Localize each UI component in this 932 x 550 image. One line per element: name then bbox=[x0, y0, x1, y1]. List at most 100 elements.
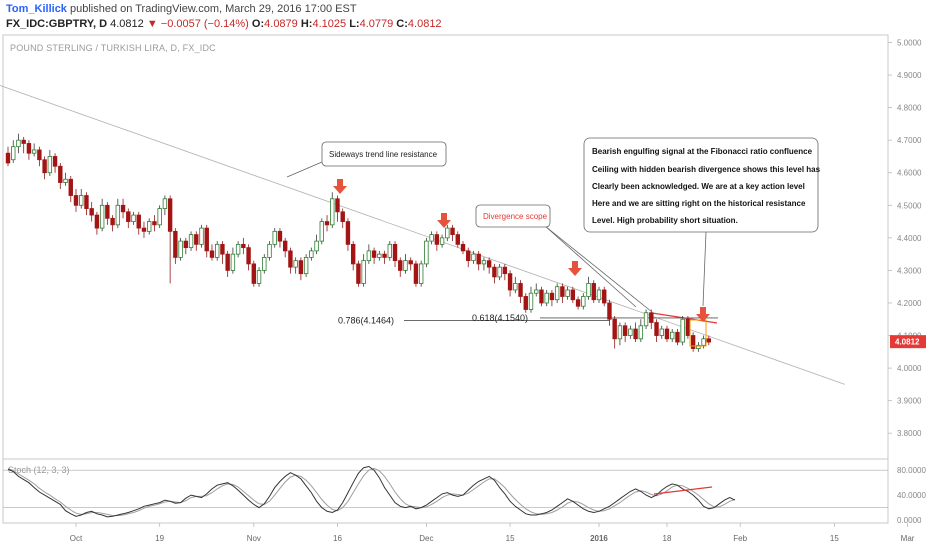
candle-up bbox=[628, 328, 633, 336]
stoch-divergence-line bbox=[653, 486, 713, 495]
candle-down bbox=[120, 204, 126, 213]
candle-down bbox=[136, 214, 141, 229]
arrow-markers bbox=[333, 179, 710, 322]
candle-down bbox=[398, 260, 403, 271]
candle-down bbox=[591, 283, 596, 301]
time-tick-label: Mar bbox=[901, 534, 915, 543]
candle-down bbox=[413, 263, 419, 284]
candle-up bbox=[544, 292, 549, 304]
candle-up bbox=[659, 328, 664, 336]
candle-up bbox=[235, 243, 241, 255]
time-tick-label: Oct bbox=[70, 534, 83, 543]
candle-down bbox=[52, 156, 58, 167]
change-value: ▼ −0.0057 (−0.14%) bbox=[146, 18, 249, 30]
candle-up bbox=[79, 195, 84, 206]
trend-callout-text: Sideways trend line resistance bbox=[329, 150, 438, 159]
candle-up bbox=[471, 253, 476, 262]
candle-up bbox=[31, 149, 37, 154]
candle-down bbox=[225, 253, 230, 271]
candle-up bbox=[445, 227, 450, 239]
candle-down bbox=[335, 198, 340, 213]
candle-down bbox=[84, 195, 89, 209]
price-tick-label: 4.2000 bbox=[897, 299, 922, 308]
fib-618-label: 0.618(4.1540) bbox=[472, 313, 528, 323]
price-tag-background bbox=[890, 335, 926, 349]
candle-down bbox=[371, 250, 377, 258]
publish-line: Tom_Killick published on TradingView.com… bbox=[6, 3, 357, 15]
candle-down bbox=[209, 250, 215, 258]
divergence-callout[interactable]: Divergence scope bbox=[475, 204, 653, 313]
trend-line[interactable] bbox=[0, 73, 845, 385]
candle-up bbox=[319, 221, 324, 242]
price-tick-label: 4.6000 bbox=[897, 169, 922, 178]
candle-down bbox=[549, 292, 555, 301]
candle-down bbox=[5, 152, 11, 164]
candle-down bbox=[340, 211, 345, 222]
time-tick-label: 16 bbox=[333, 534, 342, 543]
candle-up bbox=[157, 208, 162, 226]
callout-box bbox=[321, 141, 447, 167]
callout-pointer bbox=[544, 225, 653, 313]
candle-down bbox=[220, 243, 225, 255]
price-chart[interactable]: POUND STERLING / TURKISH LIRA, D, FX_IDC… bbox=[0, 34, 932, 550]
low-label: L: bbox=[349, 18, 360, 30]
candle-down bbox=[204, 227, 209, 252]
time-tick-label: 18 bbox=[663, 534, 672, 543]
callout-box bbox=[475, 204, 551, 228]
analysis-callout[interactable]: Bearish engulfing signal at the Fibonacc… bbox=[583, 137, 821, 307]
candle-down bbox=[539, 289, 544, 304]
candle-down bbox=[408, 260, 413, 265]
candle-down bbox=[89, 208, 94, 216]
candle-up bbox=[178, 240, 183, 258]
analysis-line-3: Clearly been acknowledged. We are at a k… bbox=[592, 182, 805, 191]
candle-down bbox=[685, 318, 691, 336]
candle-up bbox=[330, 198, 335, 226]
price-tick-label: 5.0000 bbox=[897, 39, 922, 48]
candle-down bbox=[602, 289, 607, 304]
candle-up bbox=[314, 240, 319, 252]
candle-up bbox=[528, 292, 534, 310]
down-arrow-icon bbox=[696, 307, 710, 322]
fib-786-label: 0.786(4.1464) bbox=[338, 315, 394, 325]
last-price: 4.0812 bbox=[110, 18, 144, 30]
trend-callout[interactable]: Sideways trend line resistance bbox=[286, 141, 447, 178]
price-tick-label: 4.8000 bbox=[897, 104, 922, 113]
time-tick-label: Feb bbox=[733, 534, 747, 543]
stoch-tick-label: 40.0000 bbox=[897, 491, 926, 500]
candle-up bbox=[617, 325, 623, 340]
candle-down bbox=[110, 217, 115, 226]
candle-up bbox=[418, 263, 424, 284]
candle-down bbox=[450, 227, 455, 236]
open-label: O: bbox=[251, 18, 265, 30]
down-arrow-icon bbox=[568, 261, 582, 276]
divergence-callout-text: Divergence scope bbox=[483, 212, 548, 221]
engulfing-highlight-box bbox=[689, 319, 707, 347]
candle-down bbox=[560, 286, 565, 297]
published-text: published on TradingView.com, March 29, … bbox=[66, 3, 357, 15]
candle-up bbox=[147, 221, 152, 232]
candle-down bbox=[167, 198, 173, 232]
candle-up bbox=[214, 243, 220, 258]
price-tag-text: 4.0812 bbox=[895, 338, 920, 347]
candle-down bbox=[246, 247, 251, 265]
price-tick-label: 4.5000 bbox=[897, 201, 922, 210]
last-price-tag: 4.0812 bbox=[890, 335, 926, 349]
analysis-line-1: Bearish engulfing signal at the Fibonacc… bbox=[592, 147, 813, 156]
candle-up bbox=[293, 260, 298, 268]
price-tick-label: 4.4000 bbox=[897, 234, 922, 243]
candle-up bbox=[256, 270, 262, 284]
candle-down bbox=[26, 143, 32, 154]
candle-up bbox=[581, 296, 586, 307]
candle-up bbox=[303, 256, 309, 275]
candle-up bbox=[267, 243, 272, 258]
candle-down bbox=[523, 296, 528, 310]
candle-down bbox=[633, 328, 638, 340]
candle-up bbox=[497, 266, 502, 278]
candle-up bbox=[188, 234, 194, 249]
candle-up bbox=[366, 250, 372, 262]
candle-up bbox=[16, 139, 21, 148]
author-link[interactable]: Tom_Killick bbox=[6, 3, 67, 15]
candle-down bbox=[241, 243, 246, 249]
candle-up bbox=[309, 250, 314, 258]
